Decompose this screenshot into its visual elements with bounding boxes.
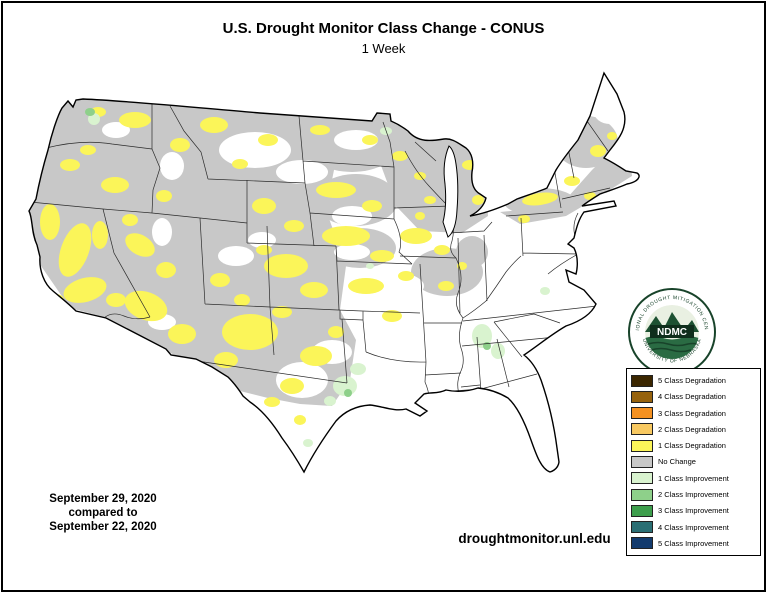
legend-swatch xyxy=(631,390,653,403)
page-subtitle: 1 Week xyxy=(361,41,406,56)
legend-item-2-class-degradation: 2 Class Degradation xyxy=(631,423,756,436)
legend-swatch xyxy=(631,472,653,485)
comparison-dates: September 29, 2020 compared to September… xyxy=(28,492,178,534)
legend-label: 4 Class Degradation xyxy=(658,392,726,402)
page-title: U.S. Drought Monitor Class Change - CONU… xyxy=(222,20,545,37)
legend-label: 1 Class Degradation xyxy=(658,441,726,451)
legend-item-3-class-degradation: 3 Class Degradation xyxy=(631,407,756,420)
legend-item-1-class-degradation: 1 Class Degradation xyxy=(631,439,756,452)
map-legend: 5 Class Degradation 4 Class Degradation … xyxy=(626,368,761,556)
legend-swatch xyxy=(631,537,653,550)
lake-michigan xyxy=(442,145,459,238)
legend-item-no-change: No Change xyxy=(631,455,756,468)
legend-swatch xyxy=(631,488,653,501)
legend-label: 2 Class Improvement xyxy=(658,490,729,500)
legend-label: 3 Class Improvement xyxy=(658,506,729,516)
state-borders xyxy=(29,104,611,406)
date-compared-label: compared to xyxy=(68,507,138,519)
legend-item-5-class-degradation: 5 Class Degradation xyxy=(631,374,756,387)
logo-center-graphic xyxy=(645,305,699,359)
ndmc-logo: NATIONAL DROUGHT MITIGATION CENTER UNIVE… xyxy=(624,282,718,378)
legend-swatch xyxy=(631,455,653,468)
website-url: droughtmonitor.unl.edu xyxy=(458,531,611,546)
legend-label: 5 Class Improvement xyxy=(658,538,729,548)
legend-swatch xyxy=(631,521,653,534)
legend-label: 2 Class Degradation xyxy=(658,424,726,434)
legend-swatch xyxy=(631,504,653,517)
date-previous: September 22, 2020 xyxy=(49,521,157,533)
legend-swatch xyxy=(631,407,653,420)
legend-label: 4 Class Improvement xyxy=(658,522,729,532)
legend-label: 1 Class Improvement xyxy=(658,473,729,483)
legend-label: 3 Class Degradation xyxy=(658,408,726,418)
legend-swatch xyxy=(631,439,653,452)
legend-item-2-class-improvement: 2 Class Improvement xyxy=(631,488,756,501)
legend-item-5-class-improvement: 5 Class Improvement xyxy=(631,537,756,550)
logo-acronym: NDMC xyxy=(657,327,687,338)
legend-item-4-class-improvement: 4 Class Improvement xyxy=(631,521,756,534)
legend-item-1-class-improvement: 1 Class Improvement xyxy=(631,472,756,485)
map-no-drought-white-patches xyxy=(102,100,626,398)
legend-item-3-class-improvement: 3 Class Improvement xyxy=(631,504,756,517)
legend-item-4-class-degradation: 4 Class Degradation xyxy=(631,390,756,403)
ndmc-logo-graphic: NATIONAL DROUGHT MITIGATION CENTER UNIVE… xyxy=(624,282,716,376)
legend-label: 5 Class Degradation xyxy=(658,376,726,385)
legend-swatch xyxy=(631,374,653,387)
date-current: September 29, 2020 xyxy=(49,493,157,505)
legend-label: No Change xyxy=(658,457,696,467)
legend-swatch xyxy=(631,423,653,436)
